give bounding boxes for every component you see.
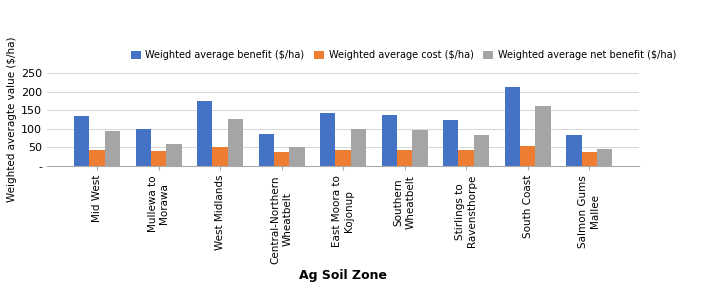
Bar: [397, 150, 412, 166]
Bar: [136, 129, 151, 166]
Bar: [151, 151, 166, 166]
Bar: [105, 131, 120, 166]
Bar: [351, 129, 366, 166]
Bar: [458, 150, 474, 166]
Bar: [566, 135, 581, 166]
X-axis label: Ag Soil Zone: Ag Soil Zone: [299, 269, 387, 282]
Bar: [520, 146, 536, 166]
Bar: [274, 152, 290, 166]
Bar: [166, 144, 181, 166]
Legend: Weighted average benefit ($/ha), Weighted average cost ($/ha), Weighted average : Weighted average benefit ($/ha), Weighte…: [129, 49, 678, 62]
Bar: [212, 147, 228, 166]
Bar: [90, 150, 105, 166]
Bar: [536, 106, 551, 166]
Bar: [505, 87, 520, 166]
Bar: [336, 150, 351, 166]
Bar: [228, 119, 243, 166]
Bar: [74, 116, 90, 166]
Bar: [474, 135, 489, 166]
Bar: [320, 113, 336, 166]
Bar: [443, 121, 458, 166]
Bar: [381, 115, 397, 166]
Bar: [290, 147, 305, 166]
Bar: [597, 149, 612, 166]
Y-axis label: Weighted averagte value ($/ha): Weighted averagte value ($/ha): [7, 37, 17, 202]
Bar: [581, 151, 597, 166]
Bar: [197, 101, 212, 166]
Bar: [412, 130, 428, 166]
Bar: [259, 134, 274, 166]
